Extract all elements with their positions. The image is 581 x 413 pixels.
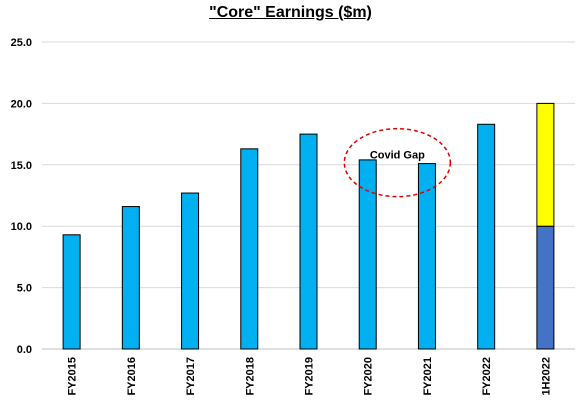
x-tick-label: FY2021: [422, 357, 434, 396]
chart-title: "Core" Earnings ($m): [209, 4, 372, 21]
bar-fy2022-segment-1: [477, 123, 496, 350]
x-tick-label: FY2019: [304, 357, 316, 396]
bar-fy2015-segment-1: [62, 234, 81, 350]
y-tick-label: 5.0: [17, 283, 32, 295]
covid-gap-ellipse: [343, 127, 452, 198]
y-tick-label: 0.0: [17, 344, 32, 356]
y-axis-ticks: 0.0 5.0 10.0 15.0 20.0 25.0: [11, 37, 32, 356]
covid-gap-label: Covid Gap: [370, 150, 425, 162]
bar-fy2020-segment-1: [358, 159, 377, 350]
bar-1h2022-segment-1: [536, 225, 555, 350]
bar-1h2022-segment-2: [536, 102, 555, 227]
y-tick-label: 20.0: [11, 98, 32, 110]
x-tick-label: FY2022: [481, 357, 493, 396]
y-tick-label: 10.0: [11, 221, 32, 233]
y-tick-label: 25.0: [11, 37, 32, 49]
x-tick-label: 1H2022: [540, 357, 552, 396]
bar-fy2021-segment-1: [417, 163, 436, 350]
bars: [62, 102, 555, 350]
x-tick-label: FY2017: [185, 357, 197, 396]
x-tick-label: FY2018: [244, 357, 256, 396]
bar-fy2016-segment-1: [121, 206, 140, 350]
x-axis-ticks: FY2015 FY2016 FY2017 FY2018 FY2019 FY2020 FY20…: [67, 357, 553, 396]
x-tick-label: FY2020: [363, 357, 375, 396]
x-tick-label: FY2015: [67, 357, 79, 396]
annotations: Covid Gap: [343, 127, 452, 198]
bar-fy2017-segment-1: [181, 192, 200, 350]
x-tick-label: FY2016: [126, 357, 138, 396]
bar-fy2018-segment-1: [240, 148, 259, 350]
y-tick-label: 15.0: [11, 160, 32, 172]
bar-fy2019-segment-1: [299, 133, 318, 350]
